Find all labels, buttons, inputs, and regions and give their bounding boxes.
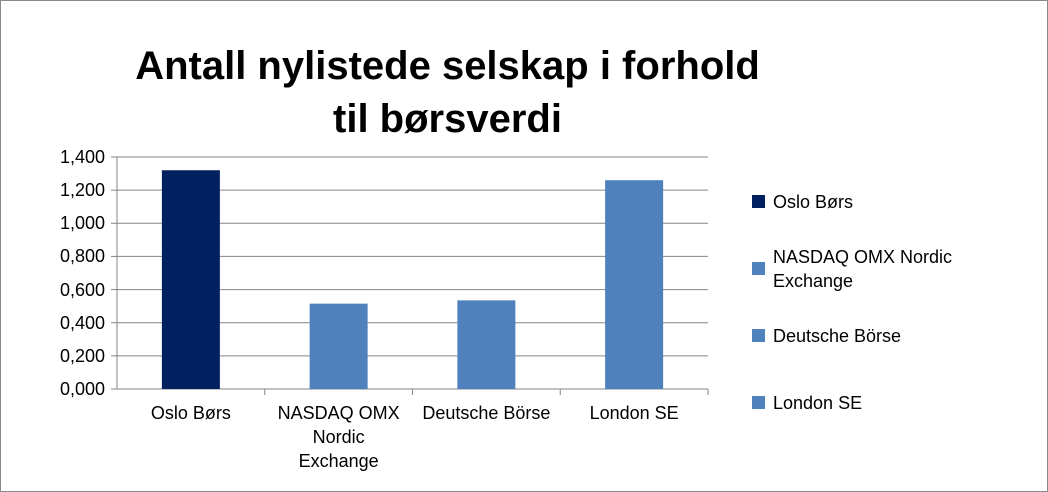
legend-item: NASDAQ OMX Nordic Exchange <box>752 235 1032 302</box>
x-tick-label: Deutsche Börse <box>422 403 551 423</box>
legend-swatch <box>752 195 765 208</box>
legend-swatch <box>752 329 765 342</box>
legend-swatch <box>752 396 765 409</box>
x-tick-label: Oslo Børs <box>150 403 231 423</box>
legend-label: London SE <box>773 392 863 413</box>
y-tick-label: 0,000 <box>59 379 105 399</box>
x-tick-label: London SE <box>589 403 679 423</box>
y-tick-label: 1,000 <box>59 213 105 234</box>
x-tick-label: NASDAQ OMX Nordic Exchange <box>277 403 400 471</box>
bar <box>309 303 368 389</box>
legend-swatch <box>752 262 765 275</box>
legend-item: Deutsche Börse <box>752 302 1032 369</box>
bar <box>605 180 664 389</box>
y-tick-label: 0,400 <box>59 312 105 333</box>
legend-item: Oslo Børs <box>752 168 1032 235</box>
y-tick-label: 1,400 <box>59 147 105 167</box>
legend-label: Oslo Børs <box>773 191 854 212</box>
bar <box>457 300 516 389</box>
y-tick-label: 0,800 <box>59 246 105 267</box>
legend-label: Deutsche Börse <box>773 325 902 346</box>
legend-label: NASDAQ OMX Nordic Exchange <box>773 246 953 291</box>
legend: Oslo Børs NASDAQ OMX Nordic Exchange Deuts… <box>752 168 1032 436</box>
y-tick-label: 1,200 <box>59 180 105 201</box>
y-tick-label: 0,200 <box>59 345 105 366</box>
y-tick-label: 0,600 <box>59 279 105 300</box>
bar <box>161 170 220 389</box>
legend-item: London SE <box>752 369 1032 436</box>
chart-title: Antall nylistede selskap i forhold til b… <box>135 44 760 141</box>
